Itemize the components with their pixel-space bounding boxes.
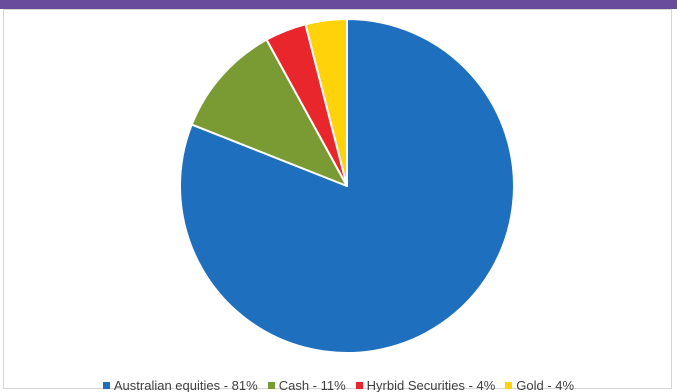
pie-slice-cash bbox=[190, 38, 348, 187]
legend-label-australian-equities: Australian equities - 81% bbox=[113, 378, 258, 392]
legend-swatch-australian-equities bbox=[102, 382, 110, 389]
header-bar bbox=[0, 0, 677, 9]
legend-swatch-hybrid-securities bbox=[355, 382, 363, 389]
pie-slice-australian-equities bbox=[179, 18, 515, 354]
legend-swatch-cash bbox=[267, 382, 275, 389]
legend-item-hybrid-securities: Hyrbid Securities - 4% bbox=[355, 378, 496, 392]
pie-slice-gold bbox=[304, 18, 348, 187]
legend-label-gold: Gold - 4% bbox=[516, 378, 575, 392]
chart-legend: Australian equities - 81% Cash - 11% Hyr… bbox=[0, 378, 677, 392]
pie-slices bbox=[179, 18, 515, 354]
legend-item-gold: Gold - 4% bbox=[505, 378, 574, 392]
legend-label-cash: Cash - 11% bbox=[278, 378, 346, 392]
legend-label-hybrid-securities: Hyrbid Securities - 4% bbox=[366, 378, 496, 392]
legend-item-cash: Cash - 11% bbox=[267, 378, 346, 392]
legend-item-australian-equities: Australian equities - 81% bbox=[102, 378, 258, 392]
legend-swatch-gold bbox=[505, 382, 513, 389]
